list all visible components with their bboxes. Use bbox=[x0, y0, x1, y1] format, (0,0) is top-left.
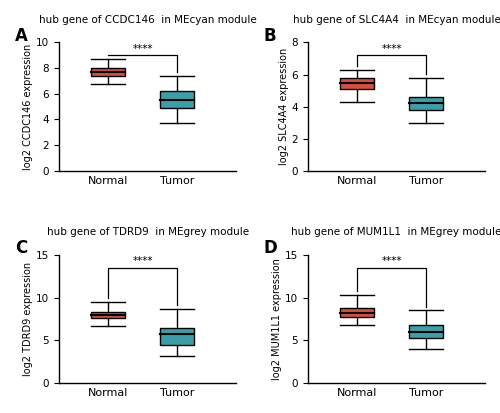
Bar bbox=[160, 328, 194, 344]
Y-axis label: log2 SLC4A4 expression: log2 SLC4A4 expression bbox=[279, 48, 289, 165]
Y-axis label: log2 MUM1L1 expression: log2 MUM1L1 expression bbox=[272, 258, 282, 380]
Bar bbox=[91, 312, 126, 318]
Text: A: A bbox=[15, 27, 28, 45]
Title: hub gene of CCDC146  in MEcyan module: hub gene of CCDC146 in MEcyan module bbox=[38, 15, 256, 25]
Text: D: D bbox=[264, 240, 278, 257]
Title: hub gene of SLC4A4  in MEcyan module: hub gene of SLC4A4 in MEcyan module bbox=[292, 15, 500, 25]
Bar bbox=[340, 78, 374, 89]
Y-axis label: log2 CCDC146 expression: log2 CCDC146 expression bbox=[24, 43, 34, 170]
Title: hub gene of MUM1L1  in MEgrey module: hub gene of MUM1L1 in MEgrey module bbox=[292, 227, 500, 237]
Text: C: C bbox=[15, 240, 27, 257]
Text: ****: **** bbox=[132, 256, 153, 266]
Y-axis label: log2 TDRD9 expression: log2 TDRD9 expression bbox=[24, 262, 34, 376]
Text: B: B bbox=[264, 27, 276, 45]
Title: hub gene of TDRD9  in MEgrey module: hub gene of TDRD9 in MEgrey module bbox=[46, 227, 248, 237]
Text: ****: **** bbox=[382, 256, 402, 266]
Text: ****: **** bbox=[382, 44, 402, 54]
Bar bbox=[91, 68, 126, 76]
Bar bbox=[160, 91, 194, 108]
Text: ****: **** bbox=[132, 44, 153, 54]
Bar bbox=[409, 325, 443, 338]
Bar bbox=[340, 308, 374, 317]
Bar bbox=[409, 97, 443, 110]
